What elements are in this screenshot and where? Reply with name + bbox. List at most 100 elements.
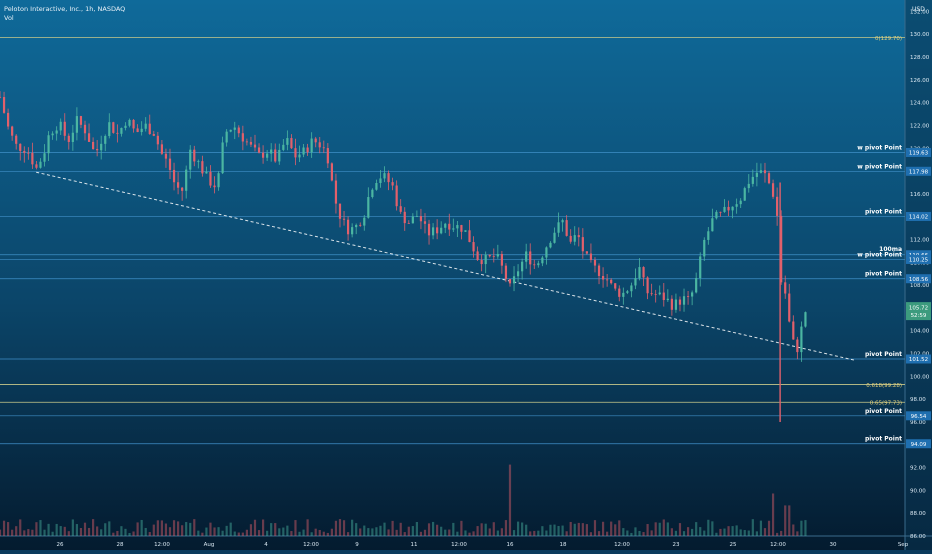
candle	[691, 290, 694, 306]
candle	[622, 287, 625, 305]
price-tag: 119.63	[906, 147, 931, 157]
volume-bar	[549, 524, 552, 536]
candle	[796, 336, 799, 360]
volume-bar	[670, 528, 673, 536]
candle	[201, 155, 204, 177]
x-tick-label: Aug	[204, 542, 215, 548]
candle	[237, 125, 240, 138]
candle	[759, 163, 763, 174]
volume-bar	[780, 530, 783, 536]
candle	[650, 283, 653, 296]
candle	[55, 126, 58, 141]
candle	[6, 108, 10, 130]
volume-bar	[100, 529, 103, 536]
candle	[298, 145, 301, 162]
volume-bar	[116, 530, 119, 536]
x-tick-label: 12:00	[303, 542, 319, 548]
candle	[610, 278, 613, 285]
candle	[561, 218, 564, 232]
volume-bar	[759, 520, 763, 536]
volume-bar	[55, 523, 58, 536]
candle	[395, 180, 398, 211]
candle	[116, 124, 119, 143]
candle	[213, 176, 216, 194]
x-tick-label: 18	[560, 542, 567, 548]
candle	[747, 174, 750, 193]
trend-line[interactable]	[36, 171, 856, 361]
candle	[274, 143, 277, 163]
volume-bar	[601, 521, 605, 536]
volume-bar	[751, 519, 754, 536]
candle	[266, 149, 269, 162]
volume-bar	[375, 527, 378, 536]
volume-bar	[484, 523, 487, 536]
volume-bar	[136, 522, 139, 536]
fib-level-label: 0(129.70)	[875, 36, 902, 42]
svg-text:96.54: 96.54	[911, 414, 927, 420]
volume-bar	[144, 527, 147, 536]
x-tick-label: 12:00	[451, 542, 467, 548]
volume-bar	[359, 528, 362, 536]
candle	[642, 266, 645, 286]
svg-text:119.63: 119.63	[909, 151, 929, 157]
volume-bar	[176, 521, 180, 536]
price-tag: 96.54	[906, 411, 931, 421]
y-tick-label: 90.00	[910, 488, 926, 494]
candle	[39, 158, 42, 169]
volume-bar	[11, 529, 14, 536]
y-tick-label: 100.00	[910, 374, 930, 380]
volume-bar	[229, 522, 232, 536]
candle	[87, 123, 91, 143]
volume-bar	[419, 531, 423, 536]
volume-bar	[209, 522, 212, 536]
volume-bar	[508, 464, 512, 536]
x-tick-label: 23	[673, 542, 680, 548]
volume-bar	[286, 525, 289, 536]
volume-bar	[800, 520, 803, 536]
price-tag: 101.52	[906, 354, 931, 364]
price-tag: 117.98	[906, 166, 931, 176]
candle	[83, 120, 87, 141]
volume-bar	[27, 529, 30, 536]
volume-bar	[440, 526, 443, 536]
pivot-label: w pivot Point	[857, 144, 902, 151]
candle	[411, 213, 414, 224]
price-tag: 110.25	[906, 254, 931, 264]
volume-bar	[436, 524, 439, 536]
volume-bar	[622, 528, 625, 536]
volume-bar	[201, 532, 204, 536]
candle	[306, 143, 309, 156]
candle	[63, 113, 66, 141]
candle	[529, 243, 532, 275]
candle	[379, 170, 382, 188]
pivot-label: pivot Point	[865, 208, 902, 215]
price-tag: 114.02	[906, 211, 931, 221]
y-tick-label: 86.00	[910, 534, 926, 540]
volume-bar	[686, 527, 690, 536]
volume-bar	[367, 528, 370, 536]
volume-bar	[391, 520, 394, 536]
volume-bar	[221, 530, 224, 536]
y-tick-label: 122.00	[910, 123, 930, 129]
candle	[91, 137, 95, 150]
candle	[662, 283, 665, 307]
volume-bar	[213, 527, 216, 536]
y-tick-label: 88.00	[910, 511, 926, 517]
candle	[132, 119, 135, 133]
y-tick-label: 112.00	[910, 237, 930, 243]
volume-bar	[351, 519, 354, 536]
volume-bar	[326, 532, 329, 536]
volume-bar	[521, 522, 524, 536]
candle	[735, 198, 738, 214]
candle	[221, 136, 224, 175]
candle	[456, 220, 459, 238]
candle	[140, 121, 143, 136]
candle	[804, 311, 807, 328]
volume-bar	[172, 520, 176, 536]
volume-bar	[650, 530, 653, 536]
volume-bar	[512, 530, 516, 536]
x-tick-label: 12:00	[614, 542, 630, 548]
candle	[310, 132, 313, 158]
